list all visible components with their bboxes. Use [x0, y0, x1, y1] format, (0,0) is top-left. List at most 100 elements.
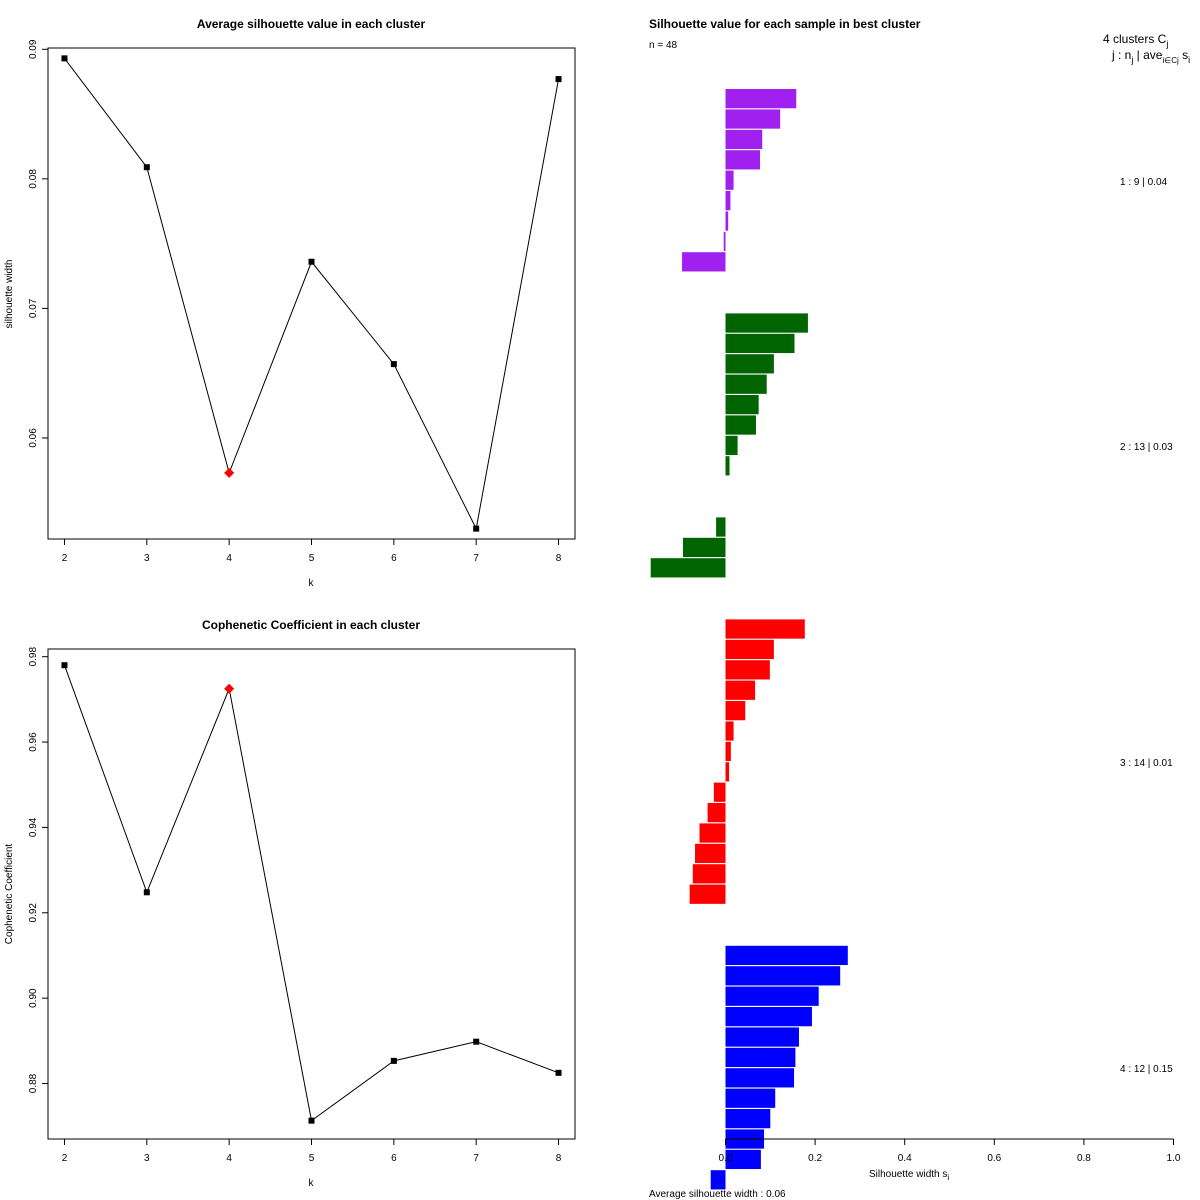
chart-title: Silhouette value for each sample in best…	[649, 17, 921, 31]
x-axis-label: k	[309, 1178, 315, 1189]
y-tick-label: 0.09	[28, 39, 39, 59]
highlight-point	[224, 683, 235, 694]
header-sub: j	[1165, 39, 1168, 49]
silhouette-bar	[725, 415, 756, 435]
silhouette-bar	[725, 191, 731, 211]
series	[61, 662, 562, 1124]
silhouette-bar	[716, 517, 726, 537]
x-tick-label: 3	[144, 553, 150, 564]
silhouette-bar	[725, 660, 770, 680]
silhouette-bar	[725, 986, 819, 1006]
silhouette-bar	[707, 803, 726, 823]
y-tick-label: 0.90	[28, 988, 39, 1008]
y-tick-label: 0.98	[28, 647, 39, 667]
y-axis: 0.88 0.90 0.92 0.94 0.96 0.98	[28, 647, 49, 1093]
bars	[650, 89, 848, 1190]
cluster-labels: 1 : 9 | 0.04 2 : 13 | 0.03 3 : 14 | 0.01 4 …	[1120, 177, 1173, 1075]
series-line	[63, 665, 559, 1122]
data-point	[143, 889, 150, 896]
header-sub: i∈Cj	[1162, 56, 1179, 65]
silhouette-bar	[725, 109, 781, 129]
data-point	[308, 258, 315, 265]
clusters-header: 4 clusters Cj	[1103, 32, 1168, 49]
plot-frame	[47, 648, 576, 1140]
cluster-label: 1 : 9 | 0.04	[1120, 177, 1168, 188]
silhouette-bar	[725, 966, 841, 986]
x-tick-label: 0.4	[898, 1153, 912, 1164]
header-text: | ave	[1133, 48, 1162, 62]
silhouette-bar	[725, 1109, 771, 1129]
silhouette-bar	[725, 129, 763, 150]
silhouette-line-chart: Average silhouette value in each cluster…	[4, 17, 576, 589]
silhouette-bar	[725, 741, 731, 762]
silhouette-bar	[725, 456, 730, 476]
x-tick-label: 0.0	[719, 1153, 733, 1164]
data-point	[390, 361, 397, 368]
data-point	[555, 76, 562, 83]
silhouette-bar	[682, 537, 726, 558]
y-tick-label: 0.88	[28, 1073, 39, 1093]
y-tick-label: 0.08	[28, 169, 39, 189]
cluster-label: 3 : 14 | 0.01	[1120, 758, 1173, 769]
y-tick-label: 0.96	[28, 732, 39, 752]
header-text: s	[1179, 48, 1188, 62]
silhouette-bar	[725, 435, 738, 456]
silhouette-bar	[725, 945, 848, 966]
x-axis: 2 3 4 5 6 7 8	[62, 1138, 562, 1164]
x-tick-label: 5	[309, 1153, 315, 1164]
header-sub: j	[1130, 55, 1133, 65]
silhouette-bar	[725, 313, 808, 333]
x-tick-label: 0.2	[808, 1153, 822, 1164]
x-axis: 0.0 0.2 0.4 0.6 0.8 1.0	[719, 1138, 1181, 1164]
silhouette-bar	[650, 558, 726, 578]
x-axis-label-sub: i	[947, 1173, 949, 1182]
silhouette-bar	[725, 639, 774, 660]
silhouette-bar	[725, 1068, 795, 1088]
x-tick-label: 1.0	[1167, 1153, 1181, 1164]
header-sub: i	[1188, 55, 1190, 65]
y-axis-label: Cophenetic Coefficient	[4, 844, 15, 945]
x-tick-label: 0.8	[1077, 1153, 1091, 1164]
header-text: j : n	[1111, 48, 1131, 62]
silhouette-bar	[710, 1170, 726, 1190]
y-tick-label: 0.06	[28, 428, 39, 448]
x-tick-label: 8	[556, 1153, 562, 1164]
silhouette-bar	[725, 1088, 776, 1108]
silhouette-bar	[725, 1149, 761, 1170]
data-point	[555, 1069, 562, 1076]
data-point	[143, 164, 150, 171]
x-axis-label-text: Silhouette width s	[869, 1169, 947, 1180]
silhouette-bar	[725, 89, 797, 109]
chart-title: Cophenetic Coefficient in each cluster	[202, 618, 420, 632]
silhouette-bar	[725, 1027, 799, 1047]
x-tick-label: 4	[226, 1153, 232, 1164]
y-axis-label: silhouette width	[4, 260, 15, 329]
silhouette-bar	[725, 211, 729, 231]
x-tick-label: 8	[556, 553, 562, 564]
x-axis: 2 3 4 5 6 7 8	[62, 538, 562, 564]
silhouette-bar	[682, 252, 726, 272]
silhouette-bar	[725, 1007, 812, 1027]
silhouette-bar	[725, 150, 760, 170]
silhouette-bar	[725, 619, 805, 639]
silhouette-bar	[725, 395, 759, 415]
data-point	[473, 525, 480, 532]
silhouette-bar	[692, 864, 726, 884]
x-axis-label: k	[309, 578, 315, 589]
silhouette-bar	[725, 762, 730, 782]
x-tick-label: 6	[391, 553, 397, 564]
silhouette-bar	[725, 701, 746, 721]
silhouette-bar-chart: Silhouette value for each sample in best…	[649, 17, 1190, 1200]
plot-frame	[47, 47, 576, 540]
x-tick-label: 4	[226, 553, 232, 564]
x-tick-label: 6	[391, 1153, 397, 1164]
x-axis-label: Silhouette width si	[869, 1169, 949, 1182]
x-tick-label: 7	[473, 1153, 479, 1164]
silhouette-bar	[689, 884, 726, 904]
y-tick-label: 0.92	[28, 903, 39, 923]
x-tick-label: 7	[473, 553, 479, 564]
silhouette-bar	[725, 333, 795, 354]
highlight-point	[224, 467, 235, 478]
x-tick-label: 0.6	[987, 1153, 1001, 1164]
data-point	[61, 662, 68, 669]
